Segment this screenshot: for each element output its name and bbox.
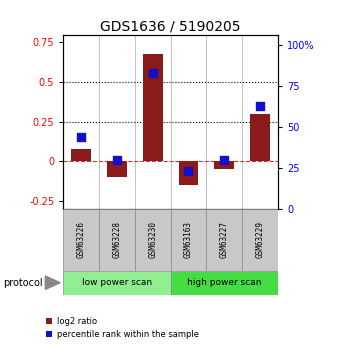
Bar [63,209,99,271]
Text: low power scan: low power scan [82,278,152,287]
Text: GSM63229: GSM63229 [256,221,265,258]
Legend: log2 ratio, percentile rank within the sample: log2 ratio, percentile rank within the s… [46,317,199,339]
Point [78,134,84,140]
Bar [170,209,206,271]
Text: protocol: protocol [4,278,43,288]
Text: GSM63227: GSM63227 [220,221,229,258]
Bar [143,53,162,161]
Bar [107,161,127,177]
Point [114,157,120,162]
Bar [242,209,278,271]
Text: GSM63226: GSM63226 [77,221,86,258]
Bar [71,149,91,161]
Bar [250,114,270,161]
Bar [63,271,170,295]
Text: high power scan: high power scan [187,278,261,287]
Point [257,103,263,109]
Bar [170,271,278,295]
Title: GDS1636 / 5190205: GDS1636 / 5190205 [100,19,241,33]
Bar [206,209,242,271]
Bar [99,209,135,271]
Bar [135,209,170,271]
Text: GSM63228: GSM63228 [112,221,121,258]
Point [221,157,227,162]
Text: GSM63163: GSM63163 [184,221,193,258]
Point [186,168,191,174]
Polygon shape [45,276,60,289]
Text: GSM63230: GSM63230 [148,221,157,258]
Bar [214,161,234,169]
Bar [179,161,198,185]
Point [150,70,156,76]
